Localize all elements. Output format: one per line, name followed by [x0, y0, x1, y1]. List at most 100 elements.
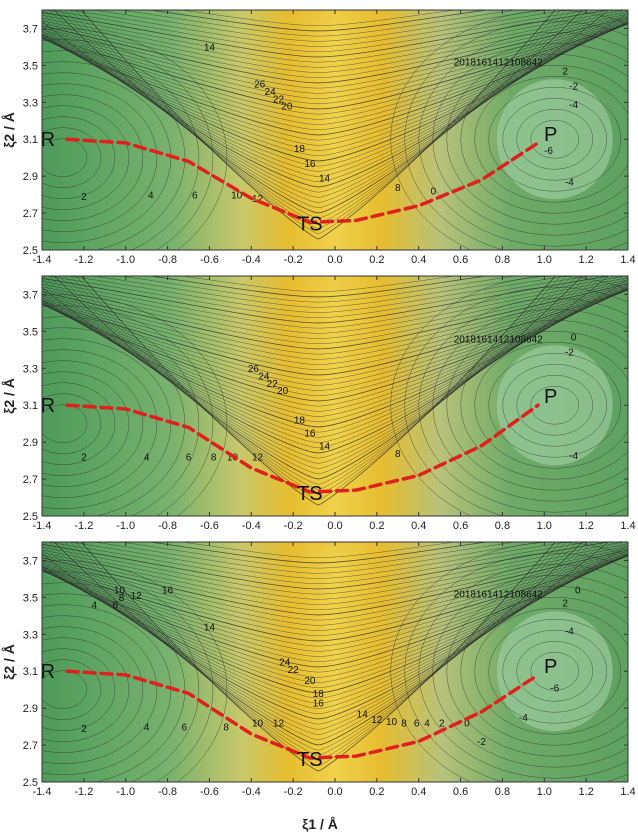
contour-label: 16: [162, 586, 174, 597]
contour-label: 6: [182, 722, 188, 733]
contour-line: [42, 542, 612, 590]
x-tick-label: -0.6: [200, 520, 219, 532]
contour-label: 2: [81, 724, 87, 735]
contour-line: [42, 116, 116, 199]
contour-line: [446, 320, 628, 491]
contour-label: 20: [304, 676, 316, 687]
contour-label: 6: [414, 719, 420, 730]
contour-line: [42, 551, 628, 678]
contour-line: [42, 12, 628, 162]
contour-line: [42, 659, 102, 720]
contour-line: [42, 23, 628, 125]
contour-line: [460, 331, 628, 480]
contour-line: [147, 542, 489, 564]
contour-label: 22: [267, 379, 279, 390]
x-tick-label: -0.2: [284, 520, 303, 532]
contour-line: [42, 19, 628, 146]
contour-label: 24: [258, 371, 270, 382]
contour-line: [42, 10, 619, 177]
contour-line: [42, 281, 628, 422]
contour-line: [45, 276, 591, 318]
x-tick-label: -1.4: [33, 254, 52, 266]
contour-line: [474, 341, 628, 469]
contour-label: 0: [464, 719, 470, 730]
contour-line: [42, 276, 612, 324]
contour-line: [42, 288, 628, 402]
x-tick-label: 0.0: [327, 254, 342, 266]
contour-line: [418, 32, 628, 247]
x-tick-label: 0.6: [453, 786, 468, 798]
contour-line: [67, 276, 569, 313]
y-tick-label: 2.9: [23, 703, 38, 715]
contour-line: [42, 289, 628, 376]
x-tick-label: -1.4: [33, 520, 52, 532]
contour-label: 20: [277, 386, 289, 397]
contour-line: [42, 23, 628, 130]
x-tick-label: 0.8: [495, 786, 510, 798]
contour-label: 2018161412108642: [454, 334, 543, 345]
contour-line: [42, 382, 116, 465]
contour-line: [42, 283, 628, 350]
contour-label: 2: [81, 192, 87, 203]
contour-line: [42, 371, 130, 476]
contour-line: [42, 593, 186, 782]
contour-line: [530, 385, 579, 425]
contour-label: 8: [395, 183, 401, 194]
y-tick-label: 2.7: [23, 740, 38, 752]
contour-line: [42, 10, 624, 172]
contour-line: [92, 276, 545, 308]
contour-line: [180, 276, 457, 292]
contour-label: 2: [562, 67, 568, 78]
contour-line: [42, 278, 628, 428]
x-tick-label: 0.8: [495, 254, 510, 266]
contour-line: [42, 94, 144, 221]
x-tick-label: 0.6: [453, 254, 468, 266]
contour-label: 20: [281, 102, 293, 113]
x-axis-label: ξ1 / Å: [302, 816, 338, 832]
contour-line: [432, 309, 628, 502]
contour-line: [418, 298, 628, 513]
y-tick-label: 2.5: [23, 245, 38, 257]
contour-line: [42, 10, 627, 63]
x-tick-label: -0.6: [200, 254, 219, 266]
x-tick-label: -0.8: [158, 254, 177, 266]
x-tick-label: -0.8: [158, 786, 177, 798]
contour-line: [42, 637, 130, 742]
contour-line: [460, 65, 628, 214]
contour-line: [42, 288, 628, 370]
contour-label: 6: [192, 190, 198, 201]
contour-label: -2: [477, 737, 486, 748]
contour-line: [42, 542, 628, 699]
contour-label: 18: [313, 689, 325, 700]
contour-label: -4: [569, 100, 578, 111]
contour-line: [42, 279, 628, 339]
x-tick-label: -0.4: [242, 254, 261, 266]
x-tick-label: -0.4: [242, 520, 261, 532]
contour-label: 4: [144, 722, 150, 733]
contour-label: 4: [148, 190, 154, 201]
contour-label: 8: [223, 722, 229, 733]
contour-line: [404, 287, 628, 516]
contour-line: [502, 97, 607, 181]
y-tick-label: 3.7: [23, 289, 38, 301]
contour-line: [92, 542, 545, 574]
x-tick-label: -1.0: [116, 254, 135, 266]
contour-label: 10: [252, 719, 264, 730]
contour-line: [460, 597, 628, 746]
contour-label: -4: [565, 626, 574, 637]
contour-line: [42, 555, 628, 642]
contour-line: [42, 551, 628, 621]
contour-line: [80, 10, 556, 240]
contour-label: -2: [569, 81, 578, 92]
contour-line: [42, 22, 628, 136]
contour-label: 4: [144, 453, 150, 464]
contour-label: -4: [569, 451, 578, 462]
contour-label: 18: [294, 144, 306, 155]
contour-line: [42, 28, 228, 250]
y-tick-label: 3.7: [23, 23, 38, 35]
contour-label: 14: [357, 709, 369, 720]
plot-area: 1426242220181614121086420-2-4-6-42201816…: [42, 10, 628, 250]
contour-line: [42, 276, 627, 329]
contour-label: 26: [248, 364, 260, 375]
